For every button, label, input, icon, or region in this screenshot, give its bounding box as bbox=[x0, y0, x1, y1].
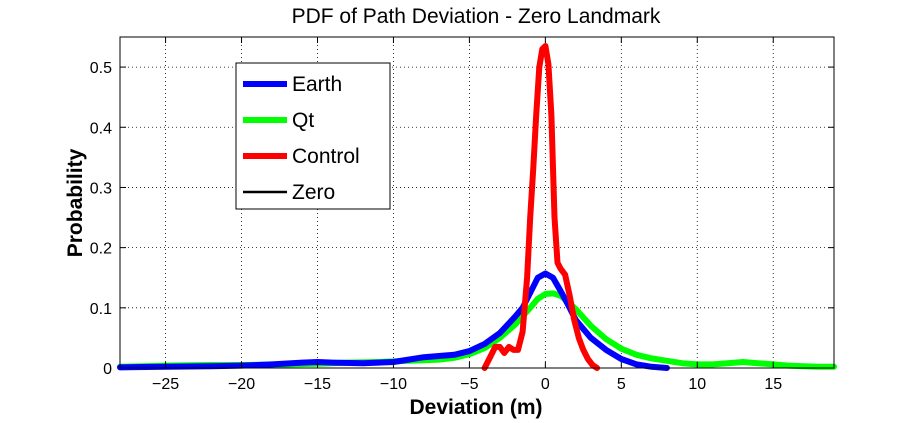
x-tick-label: 0 bbox=[541, 376, 550, 393]
legend-label-qt: Qt bbox=[292, 109, 314, 132]
legend-label-zero: Zero bbox=[292, 181, 335, 204]
x-tick-label: −20 bbox=[228, 376, 255, 393]
series-line-earth bbox=[117, 270, 670, 371]
chart-title: PDF of Path Deviation - Zero Landmark bbox=[292, 5, 661, 28]
x-tick-label: 5 bbox=[617, 376, 626, 393]
legend-label-control: Control bbox=[292, 145, 360, 168]
series-lines bbox=[117, 43, 837, 371]
y-tick-label: 0.2 bbox=[90, 241, 112, 258]
series-line-control bbox=[481, 43, 600, 371]
y-tick-label: 0.3 bbox=[90, 180, 112, 197]
y-tick-label: 0.1 bbox=[90, 301, 112, 318]
legend-box bbox=[235, 62, 391, 210]
plot-frame bbox=[119, 36, 835, 369]
x-tick-label: 15 bbox=[764, 376, 782, 393]
x-axis-label: Deviation (m) bbox=[409, 396, 542, 419]
x-tick-label: −25 bbox=[152, 376, 179, 393]
legend: Earth Qt Control Zero bbox=[235, 62, 391, 210]
x-tick-label: −10 bbox=[380, 376, 407, 393]
plot-area bbox=[120, 37, 834, 368]
x-tick-label: −5 bbox=[460, 376, 478, 393]
legend-label-earth: Earth bbox=[292, 73, 342, 96]
y-axis-label: Probability bbox=[64, 148, 87, 257]
y-tick-label: 0 bbox=[103, 361, 112, 378]
x-tick-label: 10 bbox=[688, 376, 706, 393]
y-tick-label: 0.4 bbox=[90, 120, 112, 137]
grid-lines bbox=[120, 37, 834, 368]
x-tick-label: −15 bbox=[304, 376, 331, 393]
axis-ticks: −25 −20 −15 −10 −5 0 5 10 15 0 0.1 0.2 0.3 0.4 0.5 bbox=[90, 37, 834, 393]
y-tick-label: 0.5 bbox=[90, 60, 112, 77]
